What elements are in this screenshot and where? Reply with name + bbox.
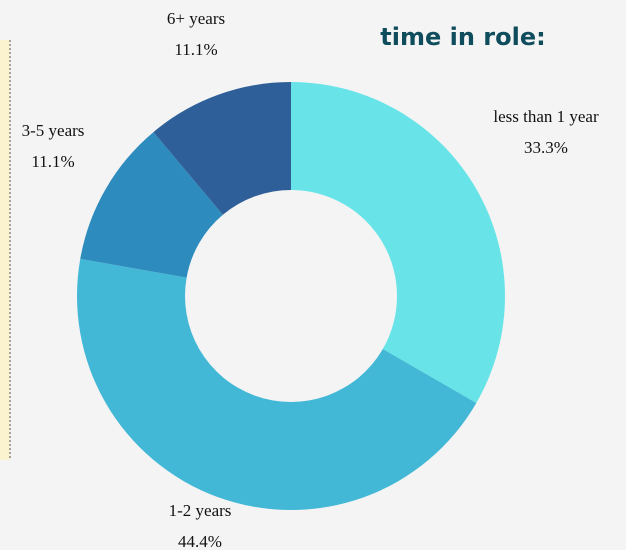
value-label: 44.4% — [178, 532, 222, 550]
slice-label: 6+ years — [167, 9, 225, 28]
slice — [291, 82, 505, 403]
slice-label: 3-5 years — [22, 121, 85, 140]
chart-title: time in role: — [380, 23, 545, 51]
value-label: 11.1% — [174, 40, 217, 59]
value-label: 33.3% — [524, 138, 568, 157]
slice — [80, 132, 223, 278]
side-panel — [0, 40, 10, 460]
value-label: 11.1% — [31, 152, 74, 171]
slice — [76, 258, 477, 511]
slice — [153, 82, 291, 215]
slice-label: less than 1 year — [493, 107, 599, 126]
slice-label: 1-2 years — [169, 501, 232, 520]
